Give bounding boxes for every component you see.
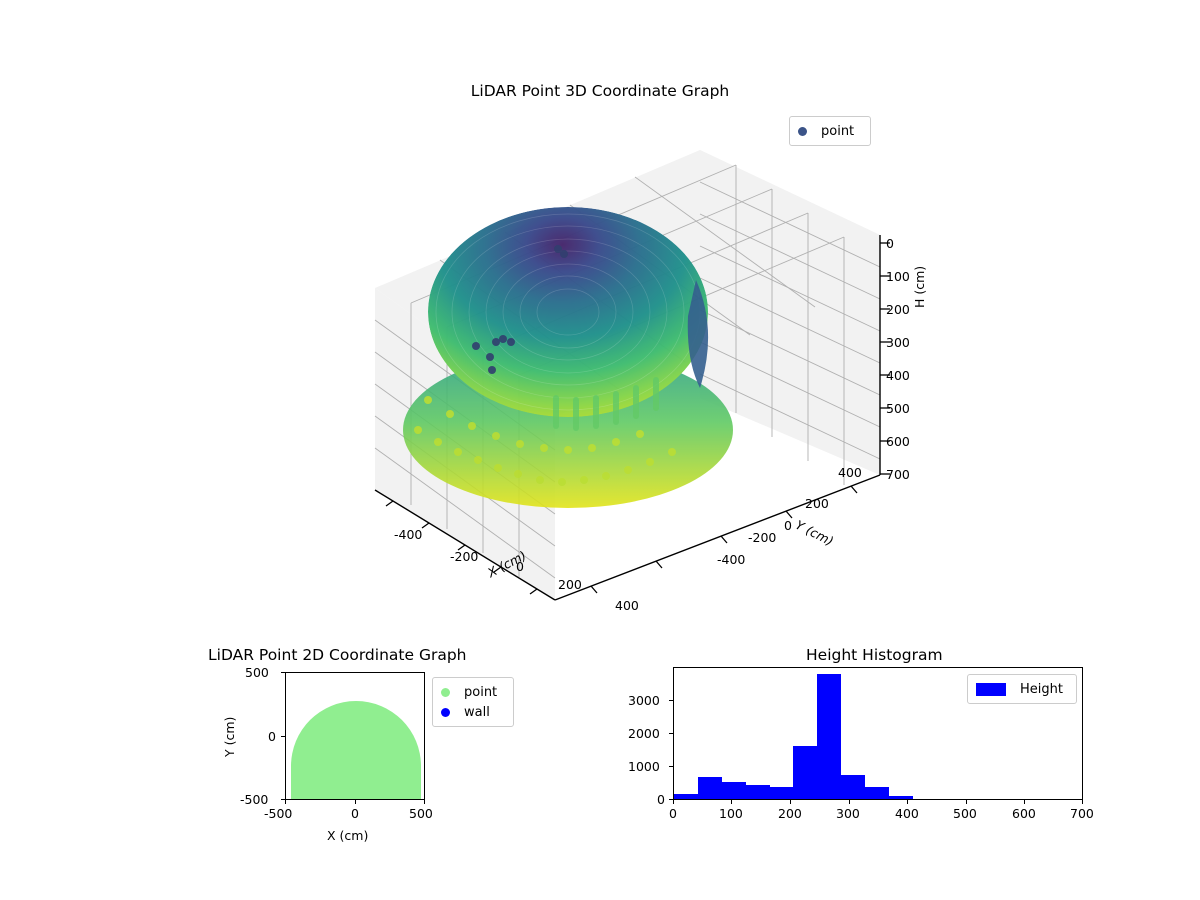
histogram-xtick-1: 100 [719,806,743,821]
plot2d-point-cloud [291,701,421,799]
plot3d-xtick-0: -400 [394,527,423,542]
wall-marker-icon [441,707,450,717]
plot3d-ztick-1: 100 [886,269,910,284]
plot2d-ytick-0: -500 [240,792,269,807]
histogram-bar [721,781,746,799]
plot2d-xlabel: X (cm) [327,828,369,843]
histogram-bar [817,673,842,799]
histogram-ytick-0: 0 [657,792,665,807]
plot2d-ytick-2: 500 [245,665,269,680]
histogram-xtick-0: 0 [669,806,677,821]
plot3d-legend[interactable]: point [789,116,871,146]
plot3d-xtick-2: 0 [516,559,524,574]
histogram-ytick-3: 3000 [628,693,660,708]
plot2d-xtick-0: -500 [264,806,293,821]
histogram-bar [745,784,770,799]
histogram-title: Height Histogram [806,646,943,664]
plot2d-xtick-2: 500 [409,806,433,821]
height-patch-icon [976,682,1006,696]
plot2d-title: LiDAR Point 2D Coordinate Graph [208,646,467,664]
histogram-bar [841,775,866,799]
plot3d-xtick-1: -200 [450,549,479,564]
legend-item-wall[interactable]: wall [441,702,505,722]
histogram-bar [674,794,698,799]
histogram-xtick-6: 600 [1012,806,1036,821]
histogram-ytick-2: 2000 [628,726,660,741]
histogram-xtick-5: 500 [953,806,977,821]
plot3d-ytick-1: -200 [748,530,777,545]
legend-item-point[interactable]: point [798,121,862,141]
plot3d-ytick-4: 400 [838,465,862,480]
histogram-legend[interactable]: Height [967,674,1077,704]
histogram-ytick-1: 1000 [628,759,660,774]
point-marker-icon [441,687,450,697]
histogram-xtick-4: 400 [895,806,919,821]
plot3d-ztick-7: 700 [886,467,910,482]
legend-item-point[interactable]: point [441,682,505,702]
histogram-xtick-3: 300 [836,806,860,821]
plot3d-ztick-3: 300 [886,335,910,350]
histogram-bar [769,786,794,799]
plot3d-xtick-3: 200 [558,577,582,592]
plot2d-ytick-1: 0 [268,729,276,744]
plot3d-axes[interactable] [300,130,940,630]
plot3d-ztick-0: 0 [886,236,894,251]
point-marker-icon [798,126,807,136]
plot3d-ztick-2: 200 [886,302,910,317]
plot3d-ytick-3: 200 [805,496,829,511]
histogram-bar [697,777,722,799]
plot2d-legend[interactable]: point wall [432,677,514,727]
legend-label: wall [464,704,490,720]
plot2d-ylabel: Y (cm) [222,716,237,757]
plot3d-zlabel: H (cm) [912,265,927,308]
legend-label: Height [1020,681,1063,697]
histogram-bar [889,796,913,799]
histogram-xtick-2: 200 [778,806,802,821]
histogram-xtick-7: 700 [1070,806,1094,821]
plot2d-xtick-1: 0 [351,806,359,821]
plot3d-canvas [374,150,890,601]
plot2d-axes[interactable] [285,672,425,800]
plot3d-ztick-5: 500 [886,401,910,416]
plot3d-ytick-2: 0 [784,518,792,533]
legend-label: point [464,684,498,700]
legend-label: point [821,123,855,139]
plot3d-xtick-4: 400 [615,598,639,613]
legend-item-height[interactable]: Height [976,679,1068,699]
histogram-bar [865,787,890,799]
plot3d-ztick-4: 400 [886,368,910,383]
plot3d-ztick-6: 600 [886,434,910,449]
plot3d-ytick-0: -400 [717,552,746,567]
plot3d-title: LiDAR Point 3D Coordinate Graph [470,82,730,100]
histogram-bar [793,745,818,799]
